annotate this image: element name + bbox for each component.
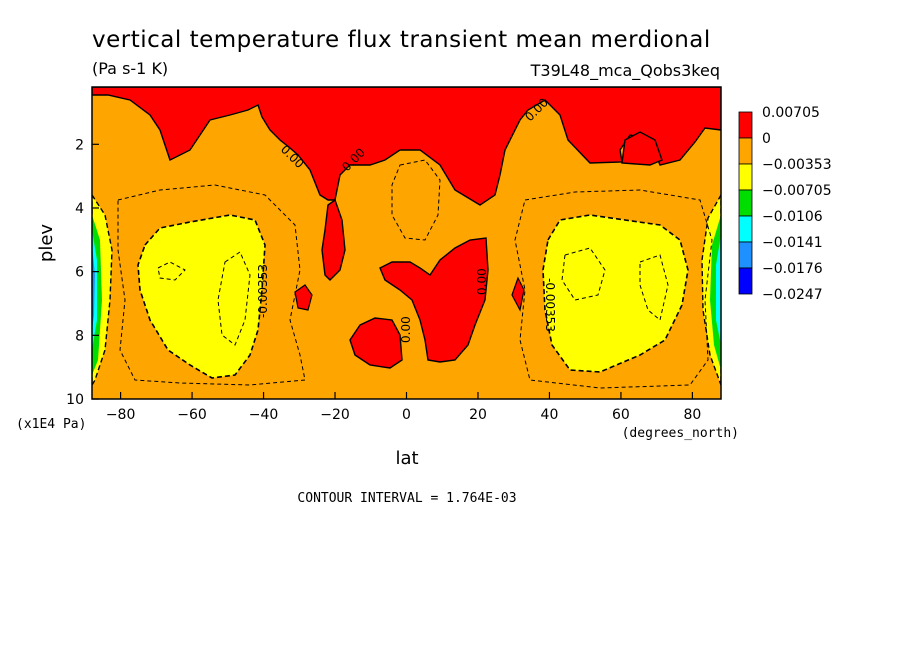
contour-label-5: 0.00 — [399, 316, 413, 343]
region-positive-low — [349, 317, 403, 369]
y-tick-label: 2 — [75, 137, 84, 153]
contour-inner-north-2 — [639, 254, 669, 321]
contour-inner-south — [157, 261, 186, 281]
region-positive-equatorial — [379, 237, 489, 363]
contour-fill-layer — [92, 87, 721, 399]
y-axis-units: (x1E4 Pa) — [16, 417, 86, 432]
run-id-label: T39L48_mca_Qobs3keq — [530, 61, 720, 81]
y-tick-label: 10 — [66, 392, 84, 408]
contour-inner-north — [561, 247, 606, 301]
region-positive-ne — [621, 131, 663, 166]
x-tick-label: −40 — [249, 407, 279, 423]
x-tick-label: −20 — [320, 407, 350, 423]
colorbar-swatch — [738, 137, 753, 165]
region-negative-north — [542, 214, 689, 373]
colorbar-label: −0.00353 — [762, 157, 832, 173]
x-tick-label: −60 — [177, 407, 207, 423]
colorbar-label: 0 — [762, 131, 771, 147]
y-tick-label: 6 — [75, 265, 84, 281]
colorbar-swatch — [738, 215, 753, 243]
contour-label-7: -0.00353 — [543, 278, 557, 332]
colorbar-label: −0.0106 — [762, 209, 823, 225]
contour-inner-south-2 — [217, 251, 251, 346]
colorbar-swatch — [738, 189, 753, 217]
colorbar: 0.00705 0 −0.00353 −0.00705 −0.0106 −0.0141 −0… — [738, 105, 832, 303]
units-label: (Pa s-1 K) — [92, 59, 168, 78]
x-tick-label: −80 — [106, 407, 136, 423]
colorbar-swatch — [738, 163, 753, 191]
region-positive-tongue — [321, 198, 346, 281]
x-tick-label: 0 — [402, 407, 411, 423]
y-tick-label: 4 — [75, 201, 84, 217]
colorbar-label: −0.00705 — [762, 183, 832, 199]
contour-outer-south — [117, 184, 306, 386]
x-axis-title: lat — [395, 448, 418, 469]
colorbar-label: 0.00705 — [762, 105, 820, 121]
chart-title: vertical temperature flux transient mean… — [92, 27, 711, 53]
colorbar-label: −0.0141 — [762, 235, 823, 251]
colorbar-swatch — [738, 267, 753, 295]
y-axis: 2 4 6 8 10 — [66, 137, 99, 408]
x-axis: −80 −60 −40 −20 0 20 40 60 80 — [106, 392, 701, 423]
contour-interval-label: CONTOUR INTERVAL = 1.764E-03 — [297, 491, 516, 506]
region-negative-south — [137, 214, 266, 379]
x-axis-units: (degrees_north) — [622, 426, 739, 441]
contour-label-6: -0.00353 — [256, 264, 270, 318]
x-tick-label: 80 — [683, 407, 701, 423]
contour-upper-oval — [391, 159, 441, 241]
colorbar-label: −0.0247 — [762, 287, 823, 303]
region-edge-north-cyan — [716, 235, 721, 345]
y-tick-label: 8 — [75, 328, 84, 344]
colorbar-swatch — [738, 241, 753, 269]
region-positive-small-1 — [294, 284, 313, 311]
x-tick-label: 20 — [469, 407, 487, 423]
contour-label-4: 0.00 — [475, 268, 489, 295]
y-axis-title: plev — [36, 224, 57, 263]
colorbar-label: −0.0176 — [762, 261, 823, 277]
region-positive-small-2 — [511, 276, 525, 312]
x-tick-label: 40 — [541, 407, 559, 423]
x-tick-label: 60 — [612, 407, 630, 423]
colorbar-swatch — [738, 111, 753, 139]
